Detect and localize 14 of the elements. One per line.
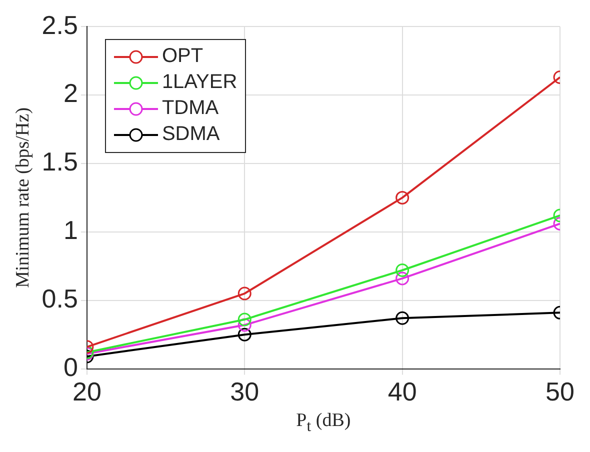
y-tick-label: 2.5 bbox=[42, 10, 78, 40]
legend-label: 1LAYER bbox=[162, 71, 238, 94]
y-tick-label: 1.5 bbox=[42, 146, 78, 177]
y-tick-label: 1 bbox=[63, 215, 78, 246]
x-axis-title: P$_{t}$ (dB) bbox=[295, 410, 352, 436]
y-tick-label: 0.5 bbox=[42, 284, 78, 314]
y-tick-label: 2 bbox=[63, 78, 78, 108]
x-tick-label: 30 bbox=[230, 376, 260, 407]
legend-label: SDMA bbox=[162, 123, 220, 146]
y-axis-title: Minimum rate (bps/Hz) bbox=[12, 107, 34, 288]
x-tick-label: 50 bbox=[546, 376, 574, 407]
legend-label: OPT bbox=[162, 45, 204, 68]
x-tick-label: 40 bbox=[388, 376, 417, 407]
legend-label: TDMA bbox=[162, 97, 219, 120]
